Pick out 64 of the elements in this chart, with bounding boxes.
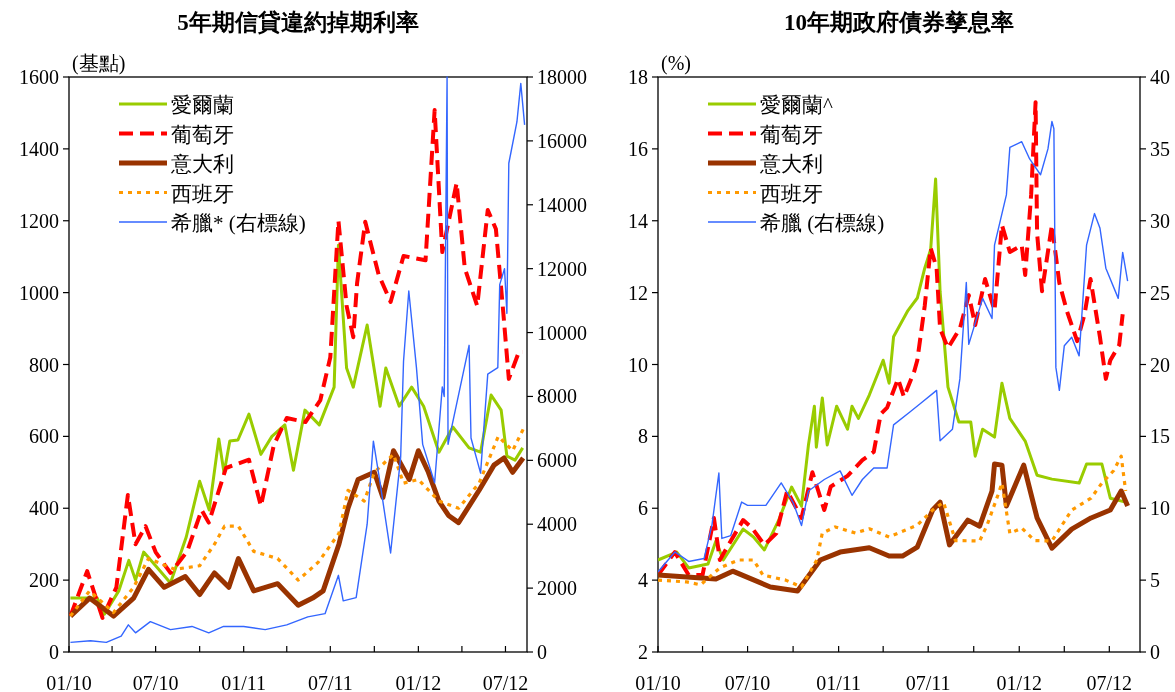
x-tick-label: 07/12 bbox=[482, 672, 529, 692]
legend-label: 愛爾蘭 bbox=[171, 93, 234, 117]
y-tick-label: 1400 bbox=[19, 137, 59, 160]
y2-tick-label: 2000 bbox=[537, 577, 577, 600]
y2-tick-label: 40 bbox=[1150, 66, 1170, 88]
y2-tick-label: 25 bbox=[1150, 281, 1170, 304]
y-axis-title: (%) bbox=[661, 52, 691, 75]
y-tick-label: 200 bbox=[29, 569, 59, 592]
x-tick-label: 07/10 bbox=[724, 672, 771, 692]
y2-tick-label: 5 bbox=[1150, 569, 1160, 592]
y2-tick-label: 6000 bbox=[537, 449, 577, 472]
y-tick-label: 600 bbox=[29, 425, 59, 448]
y2-tick-label: 35 bbox=[1150, 137, 1170, 160]
y2-tick-label: 15 bbox=[1150, 425, 1170, 448]
y-tick-label: 1200 bbox=[19, 209, 59, 232]
legend-label: 希臘 (右標線) bbox=[760, 211, 885, 235]
y-tick-label: 12 bbox=[628, 281, 648, 304]
x-tick-label: 07/10 bbox=[132, 672, 179, 692]
y-tick-label: 1000 bbox=[19, 281, 59, 304]
legend-label: 意大利 bbox=[759, 152, 823, 176]
x-tick-label: 01/12 bbox=[996, 672, 1043, 692]
chart-title: 5年期信貸違約掉期利率 bbox=[177, 9, 419, 35]
x-tick-label: 01/11 bbox=[816, 672, 862, 692]
y-tick-label: 16 bbox=[628, 137, 648, 160]
legend-label: 葡萄牙 bbox=[760, 122, 823, 147]
x-tick-label: 07/12 bbox=[1086, 672, 1133, 692]
x-tick-label: 07/11 bbox=[905, 672, 951, 692]
y-tick-label: 8 bbox=[638, 425, 648, 448]
legend-label: 葡萄牙 bbox=[171, 122, 234, 147]
x-tick-label: 01/11 bbox=[221, 672, 267, 692]
legend-label: 西班牙 bbox=[760, 181, 823, 206]
x-tick-label: 01/12 bbox=[395, 672, 442, 692]
y-tick-label: 6 bbox=[638, 497, 648, 520]
legend-label: 希臘* (右標線) bbox=[171, 211, 306, 235]
y-tick-label: 800 bbox=[29, 353, 59, 376]
y-axis-title: (基點) bbox=[72, 52, 126, 75]
chart-title: 10年期政府債券孳息率 bbox=[784, 9, 1014, 35]
legend-label: 意大利 bbox=[170, 152, 234, 176]
y-tick-label: 400 bbox=[29, 497, 59, 520]
y2-tick-label: 14000 bbox=[537, 193, 587, 216]
x-tick-label: 01/10 bbox=[635, 672, 681, 692]
y2-tick-label: 18000 bbox=[537, 66, 587, 88]
y-tick-label: 18 bbox=[628, 66, 648, 88]
x-tick-label: 07/11 bbox=[307, 672, 353, 692]
y-tick-label: 10 bbox=[628, 353, 648, 376]
line-series bbox=[69, 243, 525, 616]
y2-tick-label: 0 bbox=[537, 641, 547, 663]
y-tick-label: 14 bbox=[628, 209, 648, 232]
y2-tick-label: 20 bbox=[1150, 353, 1170, 376]
legend-label: 西班牙 bbox=[171, 181, 234, 206]
y-tick-label: 4 bbox=[638, 569, 648, 592]
y-tick-label: 1600 bbox=[19, 66, 59, 88]
y2-tick-label: 10 bbox=[1150, 497, 1170, 520]
y-tick-label: 2 bbox=[638, 641, 648, 663]
y-tick-label: 0 bbox=[49, 641, 59, 663]
y2-tick-label: 16000 bbox=[537, 129, 587, 152]
y2-tick-label: 12000 bbox=[537, 257, 587, 280]
x-tick-label: 01/10 bbox=[46, 672, 92, 692]
y2-tick-label: 0 bbox=[1150, 641, 1160, 663]
legend-label: 愛爾蘭^ bbox=[760, 93, 833, 117]
y2-tick-label: 4000 bbox=[537, 513, 577, 536]
y2-tick-label: 10000 bbox=[537, 321, 587, 344]
y2-tick-label: 8000 bbox=[537, 385, 577, 408]
y2-tick-label: 30 bbox=[1150, 209, 1170, 232]
